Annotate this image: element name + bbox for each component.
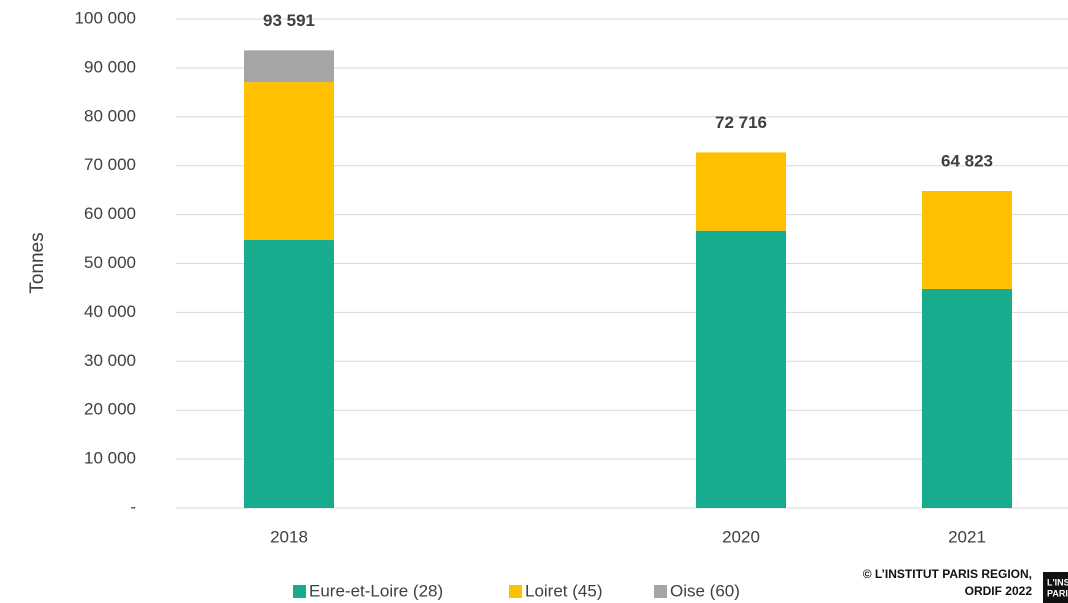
y-tick-label: 60 000 bbox=[84, 204, 136, 223]
y-tick-label: 40 000 bbox=[84, 302, 136, 321]
logo-text: PARI bbox=[1047, 588, 1068, 598]
legend-label: Loiret (45) bbox=[525, 581, 602, 600]
y-tick-label: 10 000 bbox=[84, 449, 136, 468]
bar-segment bbox=[696, 152, 786, 231]
legend-swatch bbox=[293, 585, 306, 598]
total-label: 64 823 bbox=[941, 151, 993, 170]
y-tick-label: 30 000 bbox=[84, 351, 136, 370]
bar-segment bbox=[244, 240, 334, 508]
bar-segment bbox=[922, 191, 1012, 289]
y-tick-label: 90 000 bbox=[84, 57, 136, 76]
bar-segment bbox=[244, 50, 334, 83]
legend-label: Oise (60) bbox=[670, 581, 740, 600]
x-tick-label: 2021 bbox=[948, 527, 986, 546]
logo-text: L'INS bbox=[1047, 577, 1068, 587]
bar-segment bbox=[696, 230, 786, 508]
x-tick-label: 2018 bbox=[270, 527, 308, 546]
total-label: 72 716 bbox=[715, 113, 767, 132]
legend-swatch bbox=[509, 585, 522, 598]
y-tick-label: 50 000 bbox=[84, 253, 136, 272]
credit: ORDIF 2022 bbox=[965, 584, 1033, 598]
y-tick-label: 70 000 bbox=[84, 155, 136, 174]
legend-label: Eure-et-Loire (28) bbox=[309, 581, 443, 600]
y-tick-label: 80 000 bbox=[84, 106, 136, 125]
bar-segment bbox=[244, 82, 334, 241]
credit: © L’INSTITUT PARIS REGION, bbox=[863, 567, 1032, 581]
legend-swatch bbox=[654, 585, 667, 598]
total-label: 93 591 bbox=[263, 11, 315, 30]
y-axis-label: Tonnes bbox=[27, 232, 48, 293]
y-tick-label: - bbox=[130, 497, 136, 516]
y-tick-label: 100 000 bbox=[75, 8, 136, 27]
bar-segment bbox=[922, 288, 1012, 508]
x-tick-label: 2020 bbox=[722, 527, 760, 546]
logo bbox=[1043, 572, 1068, 603]
y-tick-label: 20 000 bbox=[84, 400, 136, 419]
